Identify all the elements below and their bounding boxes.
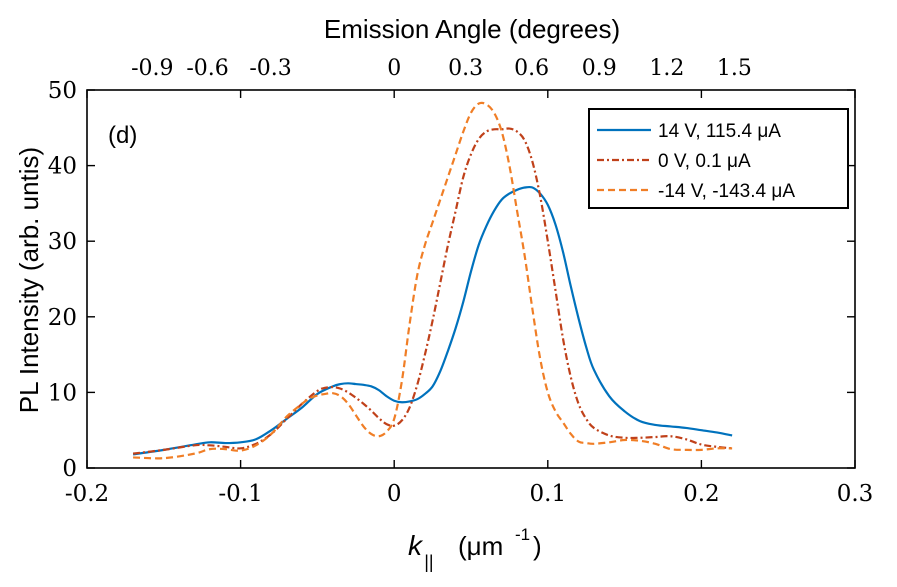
series-line-1 [132,185,733,456]
y-tick-label: 30 [48,229,77,255]
y-tick-label: 20 [48,305,77,331]
legend-entry-2: 0 V, 0.1 μA [658,151,751,172]
x-tick-label: 0 [387,481,402,507]
top-tick-label: 0.6 [514,56,549,81]
top-tick-label: -0.3 [249,56,291,81]
legend-entry-3: -14 V, -143.4 μA [658,181,795,202]
top-tick-label: 1.5 [717,56,752,81]
x-axis-label-unit-close: ) [533,531,542,561]
x-tick-label: 0.2 [683,481,720,507]
series-line-3 [133,101,733,460]
axes-layer: -0.2 -0.1 0 0.1 0.2 0.3 -0.9 -0.6 -0.3 0 0.3 0.6 0.9… [48,56,874,507]
y-tick-label: 10 [48,380,77,406]
x-axis-label-unit-sup: -1 [515,525,530,544]
y-tick-label: 40 [48,154,77,180]
legend-entry-1: 14 V, 115.4 μA [658,121,781,142]
top-tick-label: 0.3 [448,56,483,81]
x-tick-label: -0.1 [218,481,262,507]
top-tick-label: -0.6 [186,56,228,81]
x-axis-label-sub: || [424,552,433,572]
legend: 14 V, 115.4 μA 0 V, 0.1 μA -14 V, -143.4… [588,108,849,209]
x-tick-label: 0.1 [530,481,567,507]
legend-box [588,108,849,209]
x-axis-label-k: k [408,530,424,561]
y-tick-label: 50 [48,78,77,104]
y-tick-label: 0 [62,456,77,482]
top-tick-label: 1.2 [649,56,684,81]
series-layer [132,101,733,460]
panel-label: (d) [108,122,137,149]
plot-frame [86,89,856,469]
top-tick-label: 0.9 [582,56,617,81]
y-axis-label: PL Intensity (arb. untis) [14,147,44,413]
top-tick-label: 0 [387,56,401,81]
top-axis-label: Emission Angle (degrees) [324,14,620,44]
x-axis-label: k || (μm -1 ) [408,525,542,572]
x-tick-label: 0.3 [837,481,874,507]
top-tick-label: -0.9 [131,56,173,81]
x-tick-label: -0.2 [65,481,109,507]
series-line-2 [132,127,733,455]
x-axis-label-unit: (μm [458,531,503,561]
plot-area-border [86,89,856,469]
